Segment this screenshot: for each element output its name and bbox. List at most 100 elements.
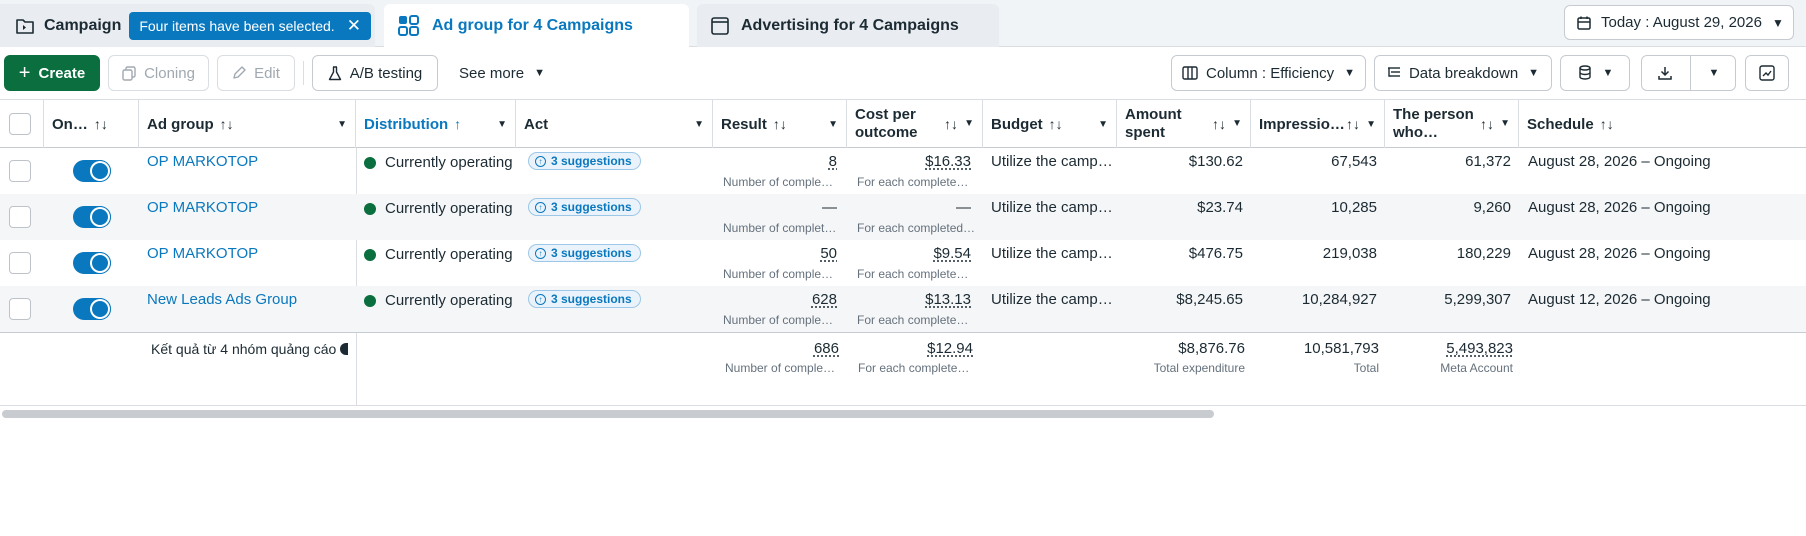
summary-impressions-value: 10,581,793 bbox=[1303, 340, 1379, 357]
cloning-label: Cloning bbox=[144, 64, 195, 82]
ad-window-icon bbox=[711, 16, 729, 35]
create-label: Create bbox=[38, 64, 86, 82]
tab-adgroup[interactable]: Ad group for 4 Campaigns bbox=[384, 4, 689, 48]
suggestions-badge[interactable]: ↑ 3 suggestions bbox=[528, 152, 641, 170]
column-header-ad-group[interactable]: Ad group ↑↓ ▼ bbox=[139, 100, 356, 148]
schedule-value: August 28, 2026 – Ongoing bbox=[1528, 199, 1711, 216]
row-checkbox[interactable] bbox=[9, 252, 31, 274]
breakdown-button[interactable]: Data breakdown ▼ bbox=[1374, 55, 1552, 91]
on-off-toggle[interactable] bbox=[73, 298, 111, 320]
ab-testing-button[interactable]: A/B testing bbox=[312, 55, 438, 91]
horizontal-scrollbar[interactable] bbox=[2, 410, 1214, 418]
copy-icon bbox=[122, 65, 136, 81]
suggestions-badge[interactable]: ↑ 3 suggestions bbox=[528, 198, 641, 216]
suggestions-badge[interactable]: ↑ 3 suggestions bbox=[528, 290, 641, 308]
cloning-button[interactable]: Cloning bbox=[108, 55, 209, 91]
column-header-budget[interactable]: Budget ↑↓ ▼ bbox=[983, 100, 1117, 148]
select-all-checkbox[interactable] bbox=[9, 113, 31, 135]
chevron-down-icon: ▼ bbox=[1098, 118, 1108, 130]
column-header-cost-per-outcome[interactable]: Cost per outcome ↑↓ ▼ bbox=[847, 100, 983, 148]
see-more-button[interactable]: See more ▼ bbox=[452, 55, 552, 91]
column-reach-label-line1: The person bbox=[1393, 106, 1474, 123]
tab-ads[interactable]: Advertising for 4 Campaigns bbox=[697, 4, 999, 47]
create-button[interactable]: + Create bbox=[4, 55, 100, 91]
suggestion-icon: ↑ bbox=[535, 155, 546, 167]
table-row[interactable]: New Leads Ads Group Currently operating … bbox=[0, 286, 1806, 332]
column-header-amount-spent[interactable]: Amount spent ↑↓ ▼ bbox=[1117, 100, 1251, 148]
column-ad-group-label: Ad group bbox=[147, 115, 214, 133]
cost-value[interactable]: $16.33 bbox=[925, 153, 971, 170]
result-subtitle: Number of comple… bbox=[723, 313, 834, 327]
chevron-down-icon: ▼ bbox=[534, 67, 545, 79]
column-header-result[interactable]: Result ↑↓ ▼ bbox=[713, 100, 847, 148]
columns-label: Column : Efficiency bbox=[1206, 64, 1335, 82]
date-range-button[interactable]: Today : August 29, 2026 ▼ bbox=[1564, 5, 1794, 40]
status-dot-icon bbox=[364, 294, 376, 307]
on-off-toggle[interactable] bbox=[73, 206, 111, 228]
tab-campaign[interactable]: Campaign Four items have been selected. … bbox=[0, 4, 375, 47]
chart-toggle-button[interactable] bbox=[1745, 55, 1789, 91]
columns-icon bbox=[1182, 66, 1198, 80]
ad-group-name-link[interactable]: New Leads Ads Group bbox=[147, 291, 298, 308]
ad-group-name-link[interactable]: OP MARKOTOP bbox=[147, 245, 259, 262]
summary-row: Kết quả từ 4 nhóm quảng cáo 686 Number o… bbox=[0, 332, 1806, 406]
cost-value[interactable]: $9.54 bbox=[933, 245, 971, 262]
toggle-knob bbox=[90, 207, 110, 227]
summary-impressions-subtitle: Total bbox=[1353, 361, 1379, 375]
export-button[interactable]: ▼ bbox=[1641, 55, 1736, 91]
select-all-cell bbox=[0, 100, 44, 148]
columns-button[interactable]: Column : Efficiency ▼ bbox=[1171, 55, 1366, 91]
column-header-distribution[interactable]: Distribution ↑ ▼ bbox=[356, 100, 516, 148]
summary-reach-value[interactable]: 5,493,823 bbox=[1446, 340, 1513, 357]
suggestions-badge[interactable]: ↑ 3 suggestions bbox=[528, 244, 641, 262]
column-header-schedule[interactable]: Schedule ↑↓ bbox=[1519, 100, 1806, 148]
budget-value: Utilize the camp… bbox=[991, 291, 1113, 308]
chart-icon bbox=[1759, 65, 1775, 81]
result-value: — bbox=[822, 199, 837, 216]
column-impressions-label: Impressio… bbox=[1259, 115, 1345, 133]
on-off-toggle[interactable] bbox=[73, 252, 111, 274]
column-header-reach[interactable]: The person who… ↑↓ ▼ bbox=[1385, 100, 1519, 148]
chevron-down-icon: ▼ bbox=[1771, 15, 1784, 30]
on-off-toggle[interactable] bbox=[73, 160, 111, 182]
table-header: On… ↑↓ Ad group ↑↓ ▼ Distribution ↑ ▼ Ac… bbox=[0, 99, 1806, 148]
summary-cost-value[interactable]: $12.94 bbox=[927, 340, 973, 357]
table-row[interactable]: OP MARKOTOP Currently operating ↑ 3 sugge… bbox=[0, 194, 1806, 240]
result-value[interactable]: 628 bbox=[811, 291, 837, 308]
sort-icon: ↑↓ bbox=[1048, 116, 1063, 132]
column-amount-label-line1: Amount bbox=[1125, 106, 1182, 123]
chevron-down-icon: ▼ bbox=[1528, 67, 1540, 79]
chevron-down-icon: ▼ bbox=[828, 118, 838, 130]
result-value[interactable]: 8 bbox=[828, 153, 837, 170]
table-row[interactable]: OP MARKOTOP Currently operating ↑ 3 sugge… bbox=[0, 148, 1806, 194]
chevron-down-icon: ▼ bbox=[1232, 118, 1242, 129]
reports-button[interactable]: ▼ bbox=[1560, 55, 1630, 91]
column-amount-label-line2: spent bbox=[1125, 124, 1166, 141]
sort-icon: ↑↓ bbox=[219, 116, 234, 132]
ad-group-name-link[interactable]: OP MARKOTOP bbox=[147, 153, 259, 170]
row-checkbox[interactable] bbox=[9, 298, 31, 320]
sort-ascending-icon: ↑ bbox=[454, 116, 462, 132]
row-checkbox[interactable] bbox=[9, 160, 31, 182]
plus-icon: + bbox=[18, 61, 31, 84]
column-header-impressions[interactable]: Impressio… ↑↓ ▼ bbox=[1251, 100, 1385, 148]
column-header-act[interactable]: Act ▼ bbox=[516, 100, 713, 148]
reach-value: 61,372 bbox=[1465, 153, 1511, 170]
table-row[interactable]: OP MARKOTOP Currently operating ↑ 3 sugge… bbox=[0, 240, 1806, 286]
schedule-value: August 28, 2026 – Ongoing bbox=[1528, 153, 1711, 170]
chevron-down-icon: ▼ bbox=[497, 118, 507, 130]
toolbar: + Create Cloning Edit A/B testing See mo… bbox=[0, 47, 1806, 99]
edit-button[interactable]: Edit bbox=[217, 55, 295, 91]
clear-selection-icon[interactable]: ✕ bbox=[346, 15, 361, 35]
chevron-down-icon[interactable]: ▼ bbox=[1708, 67, 1720, 79]
result-value[interactable]: 50 bbox=[820, 245, 837, 262]
ad-group-name-link[interactable]: OP MARKOTOP bbox=[147, 199, 259, 216]
chevron-down-icon: ▼ bbox=[337, 118, 347, 130]
summary-result-value[interactable]: 686 bbox=[813, 340, 839, 357]
chevron-down-icon: ▼ bbox=[964, 118, 974, 129]
schedule-value: August 28, 2026 – Ongoing bbox=[1528, 245, 1711, 262]
column-header-on-off[interactable]: On… ↑↓ bbox=[44, 100, 139, 148]
cost-value[interactable]: $13.13 bbox=[925, 291, 971, 308]
result-subtitle: Number of complet… bbox=[723, 221, 837, 235]
row-checkbox[interactable] bbox=[9, 206, 31, 228]
